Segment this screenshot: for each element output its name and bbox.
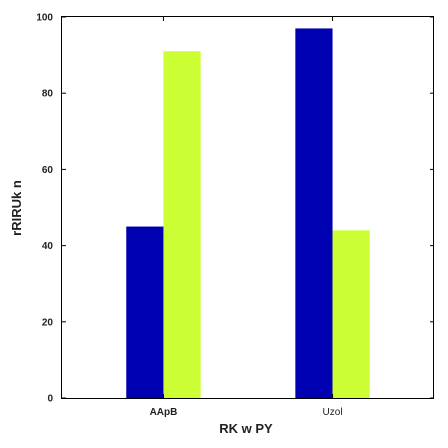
- x-axis-ticks: AApB Uzol: [150, 17, 343, 418]
- x-axis-label: RK w PY: [219, 421, 273, 436]
- bar-series-1-AApB: [126, 226, 164, 398]
- bars-group: [126, 28, 370, 399]
- y-axis-ticks: 0 20 40 60 80 100: [36, 13, 434, 405]
- plot-frame: [61, 16, 434, 399]
- bar-series-2-AApB: [163, 51, 201, 398]
- x-tick-label: Uzol: [323, 407, 343, 418]
- bar-series-2-Uzol: [332, 230, 370, 398]
- bar-series-1-Uzol: [295, 28, 333, 399]
- y-tick-label: 80: [42, 89, 54, 100]
- y-tick-label: 60: [42, 165, 54, 176]
- y-tick-label: 40: [42, 241, 54, 252]
- y-axis-label: rRIRUk n: [9, 180, 24, 236]
- y-tick-label: 0: [47, 394, 53, 405]
- y-tick-label: 100: [36, 13, 53, 24]
- y-tick-label: 20: [42, 317, 54, 328]
- x-tick-label: AApB: [150, 407, 178, 418]
